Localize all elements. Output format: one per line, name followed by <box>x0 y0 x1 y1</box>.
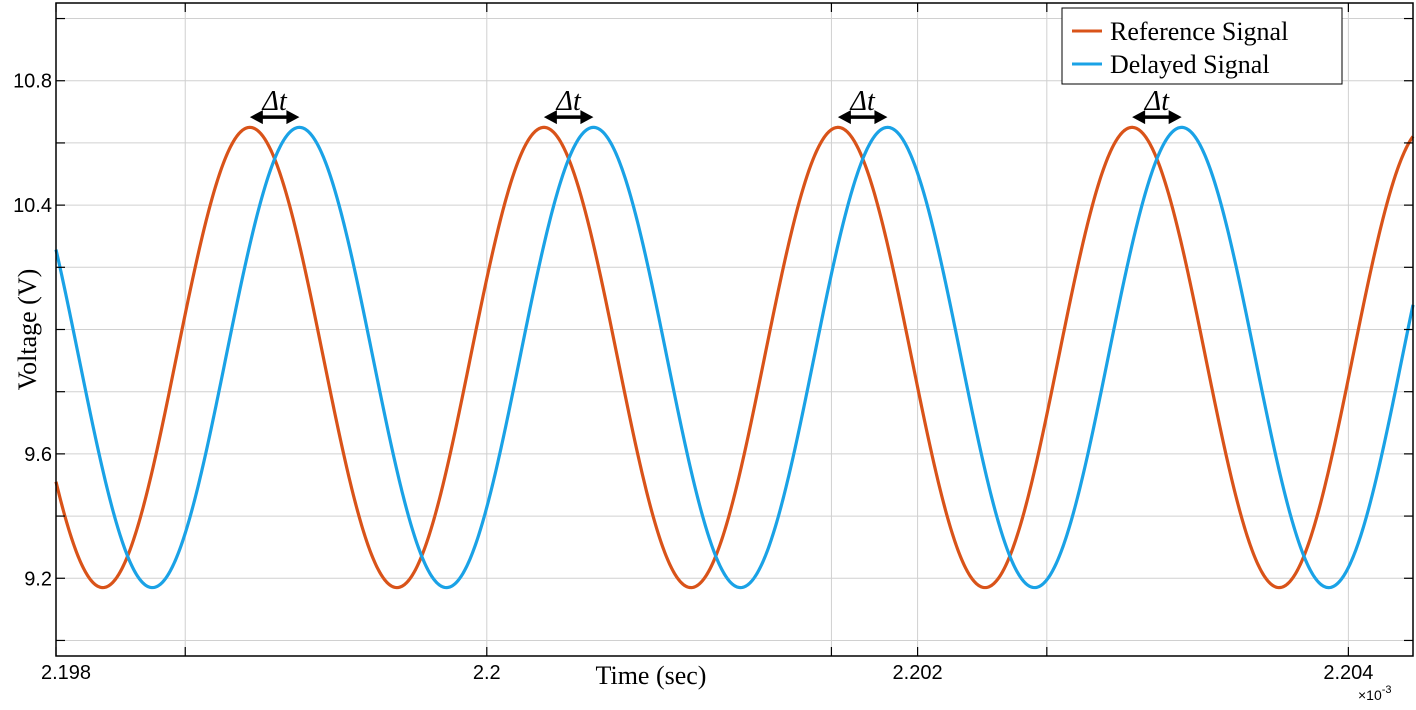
delta-t-annotations: Δt Δt Δt Δt <box>249 86 1182 125</box>
x-exponent-base: ×10 <box>1358 687 1382 703</box>
grid <box>55 3 1413 656</box>
delta-t-arrowhead-right <box>874 110 888 125</box>
delta-t-arrowhead-right <box>1168 110 1182 125</box>
x-axis-exponent: ×10-3 <box>1358 684 1392 703</box>
delta-t-arrowhead-right <box>286 110 300 125</box>
y-tick-label: 10.8 <box>13 71 52 93</box>
y-axis-label: Voltage (V) <box>13 269 42 391</box>
y-tick-label: 10.4 <box>13 195 52 217</box>
delta-t-label: Δt <box>850 86 876 117</box>
delta-t-label: Δt <box>556 86 582 117</box>
y-tick-label: 9.6 <box>24 444 52 466</box>
x-axis-label: Time (sec) <box>596 661 707 690</box>
delta-t-arrowhead-left <box>1132 110 1146 125</box>
delta-t-arrowhead-right <box>580 110 594 125</box>
legend: Reference Signal Delayed Signal <box>1061 7 1343 85</box>
legend-label-delayed: Delayed Signal <box>1110 50 1270 79</box>
x-tick-label: 2.2 <box>473 662 501 684</box>
delta-t-arrowhead-left <box>543 110 557 125</box>
legend-label-reference: Reference Signal <box>1110 17 1288 46</box>
delta-t-label: Δt <box>262 86 288 117</box>
delta-t-arrowhead-left <box>249 110 263 125</box>
x-tick-label: 2.198 <box>41 662 91 684</box>
x-tick-label: 2.204 <box>1323 662 1373 684</box>
series-line-delayed <box>54 125 1415 590</box>
series-lines <box>54 125 1415 590</box>
series-line-reference <box>54 125 1415 590</box>
x-exponent-power: -3 <box>1382 684 1392 696</box>
delta-t-arrowhead-left <box>837 110 851 125</box>
x-tick-label: 2.202 <box>893 662 943 684</box>
y-tick-label: 9.2 <box>24 568 52 590</box>
legend-box <box>1061 7 1343 85</box>
delta-t-label: Δt <box>1144 86 1170 117</box>
axis-ticks: 9.2 9.6 10.4 10.8 2.198 2.2 2.202 2.204 <box>13 3 1413 684</box>
